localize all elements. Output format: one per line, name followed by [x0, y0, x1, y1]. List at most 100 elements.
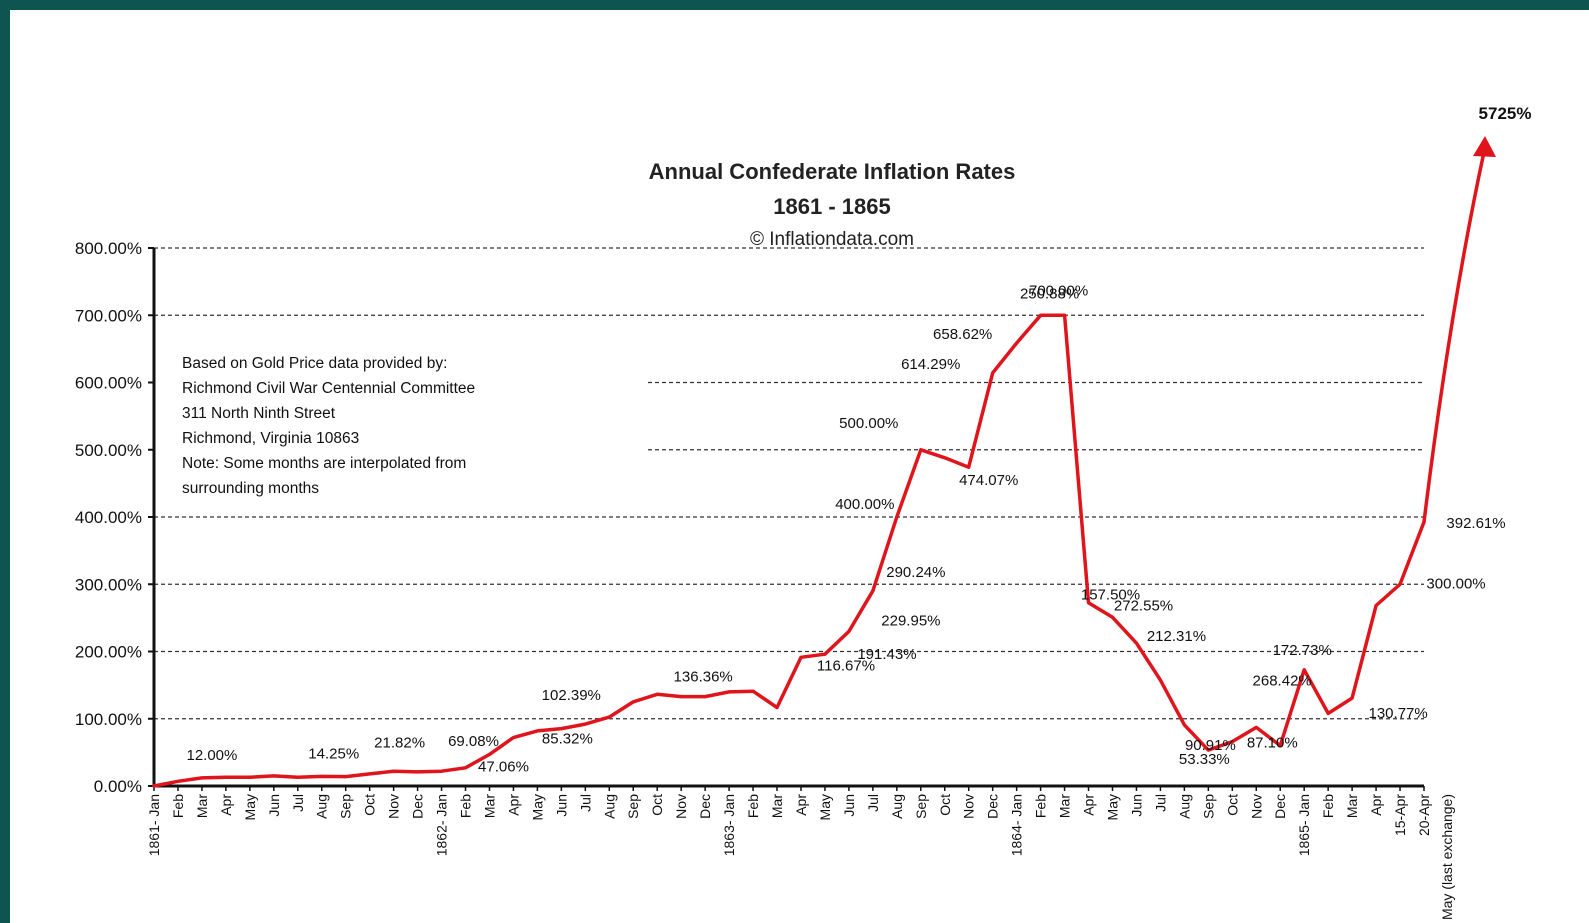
x-tick-label: Mar	[769, 794, 785, 818]
data-label: 614.29%	[901, 356, 960, 373]
data-label: 500.00%	[839, 415, 898, 432]
x-tick-label: May	[1104, 794, 1120, 820]
x-tick-label: Sep	[338, 794, 354, 819]
x-tick-label-last-exchange: 1 May (last exchange)	[1439, 794, 1455, 923]
x-tick-label: Apr	[505, 794, 521, 816]
data-labels: 12.00% 14.25% 21.82% 69.08% 47.06% 85.32% 102.…	[186, 282, 1505, 775]
x-tick-label: 1861- Jan	[146, 794, 162, 856]
data-label: 172.73%	[1273, 642, 1332, 659]
data-label: 85.32%	[542, 731, 593, 748]
data-label: 250.88%	[1020, 285, 1079, 302]
x-axis-ticks: 1861- Jan Feb Mar Apr May Jun Jul Aug Sep Oct Nov D…	[146, 786, 1455, 923]
data-label: 53.33%	[1179, 751, 1230, 768]
data-label: 87.10%	[1247, 734, 1298, 751]
series-continuation-line	[1422, 150, 1486, 524]
x-tick-label: 1864- Jan	[1009, 794, 1025, 856]
x-tick-label: Sep	[913, 794, 929, 819]
data-label: 392.61%	[1446, 515, 1505, 532]
grid-lines	[154, 247, 1424, 720]
data-label: 130.77%	[1369, 705, 1428, 722]
x-tick-label: Jun	[841, 794, 857, 817]
x-tick-label: Oct	[362, 794, 378, 816]
data-label: 90.91%	[1185, 737, 1236, 754]
arrow-head-icon	[1473, 136, 1496, 157]
note-line: Based on Gold Price data provided by:	[182, 355, 447, 372]
data-label: 658.62%	[933, 326, 992, 343]
x-tick-label: 1863- Jan	[721, 794, 737, 856]
x-tick-label: Nov	[386, 794, 402, 819]
x-tick-label: Jul	[577, 794, 593, 812]
data-label: 14.25%	[308, 745, 359, 762]
data-label: 12.00%	[186, 747, 237, 764]
chart-frame: Annual Confederate Inflation Rates 1861 …	[10, 10, 1589, 923]
inflation-series	[152, 136, 1496, 788]
x-tick-label: Apr	[1081, 794, 1097, 816]
x-tick-label: Oct	[649, 794, 665, 816]
x-tick-label: 20-Apr	[1416, 794, 1432, 836]
inflation-chart: Annual Confederate Inflation Rates 1861 …	[75, 104, 1532, 923]
y-tick-label: 800.00%	[75, 239, 142, 258]
x-tick-label: Dec	[697, 794, 713, 819]
note-line: Richmond Civil War Centennial Committee	[182, 380, 475, 397]
y-tick-label: 0.00%	[94, 777, 142, 796]
source-note: Based on Gold Price data provided by: Ri…	[182, 355, 475, 497]
x-tick-label: Aug	[1176, 794, 1192, 819]
x-tick-label: Oct	[1224, 794, 1240, 816]
x-tick-label: Mar	[194, 794, 210, 818]
data-label: 116.67%	[817, 657, 875, 674]
x-tick-label: 1865- Jan	[1296, 794, 1312, 856]
copyright-text: © Inflationdata.com	[750, 229, 914, 250]
x-tick-label: 1862- Jan	[434, 794, 450, 856]
note-line: Note: Some months are interpolated from	[182, 455, 466, 472]
x-tick-label: Sep	[625, 794, 641, 819]
x-tick-label: Nov	[673, 794, 689, 819]
chart-title: Annual Confederate Inflation Rates	[649, 159, 1016, 184]
chart-subtitle: 1861 - 1865	[773, 194, 890, 219]
x-tick-label: Oct	[937, 794, 953, 816]
x-tick-label: Mar	[1057, 794, 1073, 818]
x-tick-label: Sep	[1200, 794, 1216, 819]
data-label: 229.95%	[881, 612, 940, 629]
data-label: 136.36%	[674, 669, 733, 686]
x-tick-label: Nov	[1248, 794, 1264, 819]
x-tick-label: Feb	[1033, 794, 1049, 818]
data-label: 300.00%	[1426, 575, 1485, 592]
x-tick-label: Nov	[961, 794, 977, 819]
data-label: 212.31%	[1147, 628, 1206, 645]
data-label: 69.08%	[448, 733, 499, 750]
x-tick-label: Feb	[1320, 794, 1336, 818]
y-tick-label: 400.00%	[75, 508, 142, 527]
data-label: 47.06%	[478, 758, 529, 775]
data-label: 272.55%	[1114, 598, 1173, 615]
y-tick-label: 500.00%	[75, 441, 142, 460]
x-tick-label: May	[817, 794, 833, 820]
x-tick-label: Jun	[266, 794, 282, 817]
x-tick-label: Apr	[793, 794, 809, 816]
data-label: 21.82%	[374, 734, 425, 751]
x-tick-label: May	[529, 794, 545, 820]
x-tick-label: Apr	[1368, 794, 1384, 816]
x-tick-label: May	[242, 794, 258, 820]
x-tick-label: Aug	[889, 794, 905, 819]
x-tick-label: Mar	[481, 794, 497, 818]
x-tick-label: Aug	[314, 794, 330, 819]
final-value-label: 5725%	[1479, 104, 1532, 123]
data-label: 268.42%	[1253, 672, 1312, 689]
x-tick-label: Jun	[553, 794, 569, 817]
x-tick-label: Jul	[865, 794, 881, 812]
data-label: 400.00%	[835, 496, 894, 513]
data-label: 191.43%	[857, 646, 916, 663]
y-tick-label: 700.00%	[75, 306, 142, 325]
data-label: 157.50%	[1081, 586, 1140, 603]
x-tick-label: Dec	[410, 794, 426, 819]
x-tick-label: Jun	[1128, 794, 1144, 817]
data-label: 700.00%	[1029, 282, 1088, 299]
x-tick-label: 15-Apr	[1392, 794, 1408, 836]
x-tick-label: Jul	[290, 794, 306, 812]
y-axis-ticks: 0.00% 100.00% 200.00% 300.00% 400.00% 500.00%…	[75, 239, 154, 796]
x-tick-label: Feb	[458, 794, 474, 818]
data-label: 102.39%	[542, 687, 601, 704]
x-tick-label: Feb	[745, 794, 761, 818]
y-tick-label: 200.00%	[75, 643, 142, 662]
x-tick-label: Dec	[1272, 794, 1288, 819]
